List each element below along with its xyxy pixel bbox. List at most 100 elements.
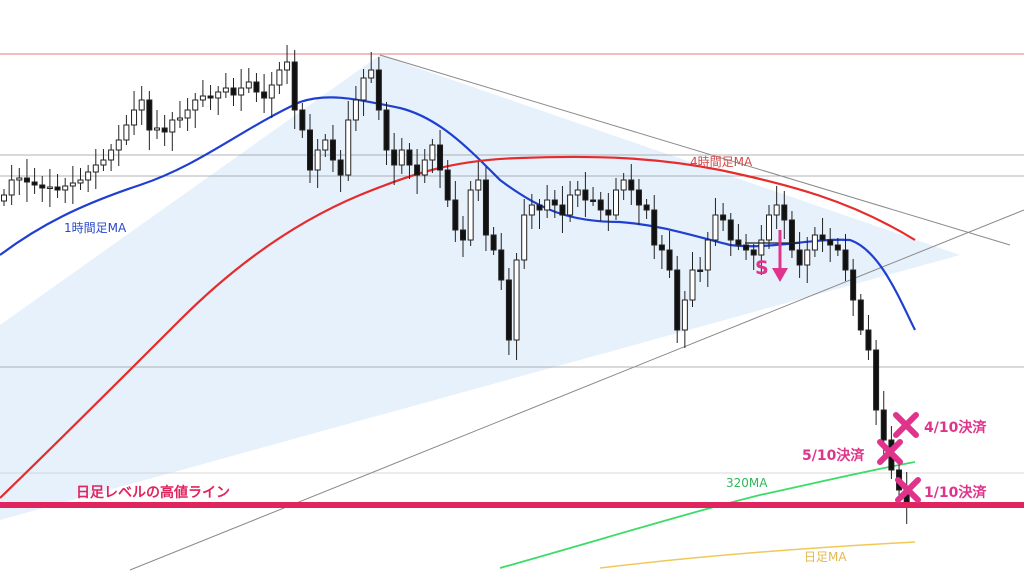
candle-body	[398, 149, 405, 166]
candle	[322, 134, 329, 157]
candle	[69, 166, 76, 204]
candle	[345, 101, 352, 181]
candle	[620, 173, 627, 200]
candle	[750, 244, 757, 270]
settlement-label-2: 5/10決済	[802, 447, 865, 464]
candle	[131, 91, 138, 135]
candle	[46, 169, 53, 207]
candle	[582, 172, 589, 217]
candle	[773, 186, 780, 229]
candle	[391, 133, 398, 185]
candle-body	[857, 299, 864, 331]
candle	[505, 268, 512, 355]
candle	[758, 225, 765, 275]
ascending-trendline	[129, 209, 1024, 571]
candle	[605, 193, 612, 231]
candle	[697, 257, 704, 282]
candle	[360, 69, 367, 116]
candle	[498, 233, 505, 290]
candle	[245, 68, 252, 93]
candle	[834, 238, 841, 256]
candle-body	[766, 214, 772, 241]
candle	[521, 199, 528, 269]
daily-high-line-label: 日足レベルの高値ライン	[76, 484, 230, 501]
candle-body	[460, 229, 466, 241]
candle-body	[850, 269, 857, 301]
descending-trendline	[379, 54, 1011, 246]
candle	[590, 187, 597, 206]
candle-body	[628, 179, 635, 191]
candle-body	[307, 129, 313, 171]
candle	[414, 149, 421, 194]
candle	[643, 199, 650, 219]
settlement-label-1: 4/10決済	[924, 419, 987, 436]
candle	[727, 213, 734, 256]
candle	[337, 150, 344, 192]
candle	[544, 185, 551, 218]
candle-body	[605, 209, 612, 216]
candle-body	[635, 189, 642, 206]
candle-body	[1, 194, 7, 202]
candle	[199, 80, 206, 107]
settlement-x-mark	[895, 477, 921, 503]
candle-body	[276, 69, 283, 86]
candle	[819, 218, 826, 252]
candle	[743, 234, 750, 260]
candle-body	[368, 69, 375, 79]
sell-entry-annotation: S	[745, 230, 800, 282]
candle-body	[62, 185, 69, 191]
candle-body	[123, 124, 130, 141]
candle	[398, 138, 405, 174]
candle	[138, 86, 145, 125]
candle-body	[16, 177, 23, 181]
candle-body	[161, 127, 168, 133]
candle-body	[613, 189, 619, 216]
candle-body	[827, 239, 834, 246]
candle	[184, 98, 191, 131]
candle	[903, 472, 910, 524]
candle	[628, 164, 635, 205]
candle-body	[329, 139, 336, 161]
candle	[284, 45, 291, 84]
candle-body	[834, 244, 841, 251]
candle-body	[23, 177, 30, 183]
candle	[681, 291, 688, 348]
candle	[268, 72, 275, 118]
candle-body	[597, 199, 604, 211]
candle-body	[146, 99, 153, 131]
candle	[77, 168, 84, 190]
candle-body	[551, 199, 558, 206]
candle-body	[490, 234, 497, 251]
candle-body	[337, 159, 344, 176]
candle	[574, 181, 581, 207]
candle-body	[154, 127, 160, 131]
candle	[551, 190, 558, 218]
candle-body	[880, 409, 887, 441]
candle-body	[100, 159, 107, 166]
candle	[712, 198, 719, 246]
candle	[16, 168, 23, 195]
candle-body	[482, 179, 489, 236]
ma1h-label: 1時間足MA	[64, 221, 127, 235]
candle-body	[444, 169, 451, 201]
candle-body	[230, 87, 237, 96]
candle-body	[375, 69, 382, 111]
candle	[827, 228, 834, 262]
candle	[85, 165, 92, 192]
candle-body	[513, 259, 520, 341]
candle-body	[505, 279, 512, 341]
candle	[222, 73, 229, 98]
candle-body	[54, 186, 61, 191]
candle	[192, 93, 199, 128]
candle-body	[322, 139, 329, 151]
candle-body	[567, 194, 574, 216]
candle-body	[345, 119, 352, 176]
candle	[873, 340, 880, 425]
candle-body	[138, 99, 145, 111]
candle-body	[261, 91, 268, 99]
candle-body	[8, 179, 15, 196]
candle	[108, 144, 115, 171]
candle-body	[750, 249, 757, 256]
candle-body	[674, 269, 681, 331]
ma320-line	[499, 461, 916, 569]
